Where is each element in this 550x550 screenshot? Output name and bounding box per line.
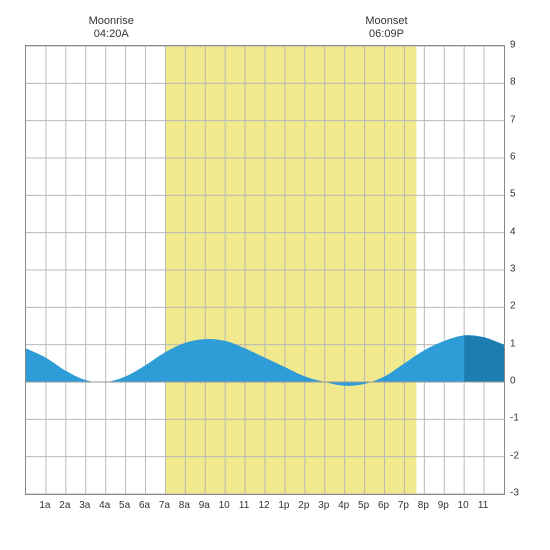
x-tick-label: 6a xyxy=(139,500,150,511)
x-tick-label: 8p xyxy=(418,500,429,511)
x-tick-label: 2a xyxy=(59,500,70,511)
y-tick-label: 7 xyxy=(510,114,516,125)
moonrise-time: 04:20A xyxy=(89,28,134,41)
x-tick-label: 3a xyxy=(79,500,90,511)
tide-chart: Moonrise 04:20A Moonset 06:09P 1a 2a 3a 4a 5… xyxy=(15,15,535,535)
y-tick-label: 6 xyxy=(510,152,516,163)
x-tick-label: 2p xyxy=(298,500,309,511)
x-tick-label: 4a xyxy=(99,500,110,511)
x-tick-label: 6p xyxy=(378,500,389,511)
x-tick-label: 5p xyxy=(358,500,369,511)
x-tick-label: 10 xyxy=(219,500,230,511)
header-labels: Moonrise 04:20A Moonset 06:09P xyxy=(15,15,535,45)
y-tick-label: 4 xyxy=(510,226,516,237)
x-tick-label: 5a xyxy=(119,500,130,511)
x-tick-label: 12 xyxy=(258,500,269,511)
x-tick-label: 11 xyxy=(239,500,249,511)
y-tick-label: 2 xyxy=(510,301,516,312)
plot-svg xyxy=(26,46,504,494)
x-axis-labels: 1a 2a 3a 4a 5a 6a 7a 8a 9a 10 11 12 1p 2p 3p 4p 5p 6p 7p 8p… xyxy=(25,500,505,520)
x-tick-label: 11 xyxy=(478,500,488,511)
y-tick-label: 5 xyxy=(510,189,516,200)
moonset-title: Moonset xyxy=(365,15,407,28)
x-tick-label: 8a xyxy=(179,500,190,511)
moonset-label: Moonset 06:09P xyxy=(365,15,407,41)
plot-area xyxy=(25,45,505,495)
x-tick-label: 7p xyxy=(398,500,409,511)
moonrise-title: Moonrise xyxy=(89,15,134,28)
x-tick-label: 10 xyxy=(458,500,469,511)
x-tick-label: 1p xyxy=(278,500,289,511)
y-tick-label: -2 xyxy=(510,450,519,461)
y-tick-label: 9 xyxy=(510,40,516,51)
x-tick-label: 9a xyxy=(199,500,210,511)
x-tick-label: 3p xyxy=(318,500,329,511)
y-tick-label: 3 xyxy=(510,264,516,275)
x-tick-label: 4p xyxy=(338,500,349,511)
y-axis-labels: -3-2-10123456789 xyxy=(510,45,530,495)
y-tick-label: 1 xyxy=(510,338,516,349)
x-tick-label: 1a xyxy=(39,500,50,511)
x-tick-label: 7a xyxy=(159,500,170,511)
x-tick-label: 9p xyxy=(438,500,449,511)
y-tick-label: 8 xyxy=(510,77,516,88)
y-tick-label: 0 xyxy=(510,376,516,387)
moonset-time: 06:09P xyxy=(365,28,407,41)
moonrise-label: Moonrise 04:20A xyxy=(89,15,134,41)
y-tick-label: -3 xyxy=(510,488,519,499)
y-tick-label: -1 xyxy=(510,413,519,424)
